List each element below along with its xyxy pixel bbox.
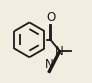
- Text: O: O: [46, 11, 55, 24]
- Text: N: N: [55, 45, 64, 58]
- Text: N: N: [45, 58, 54, 71]
